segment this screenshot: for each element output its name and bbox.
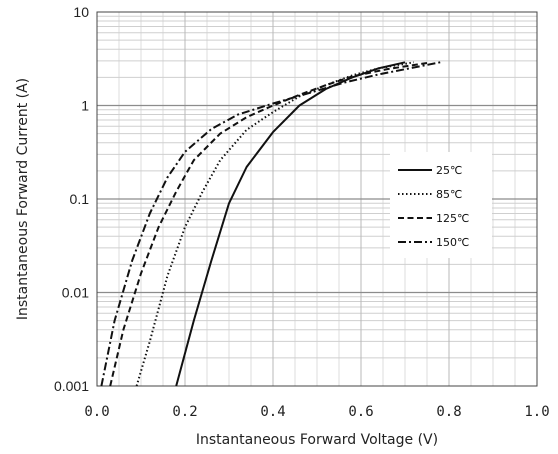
series-line-150C xyxy=(100,61,441,387)
legend: 25℃ 85℃ 125℃ 150℃ xyxy=(390,152,492,258)
x-tick-label: 0.2 xyxy=(172,404,197,420)
legend-label-125C: 125℃ xyxy=(436,212,469,225)
legend-label-85C: 85℃ xyxy=(436,188,462,201)
series-layer xyxy=(100,61,441,387)
plot-area-frame xyxy=(96,11,538,387)
y-tick-labels: 0.001 0.01 0.1 1 10 xyxy=(54,4,89,394)
y-tick-label: 0.01 xyxy=(62,285,89,301)
x-tick-label: 0.4 xyxy=(260,404,285,420)
y-tick-label: 0.001 xyxy=(54,378,89,394)
series-line-125C xyxy=(109,62,428,387)
x-tick-labels: 0.0 0.2 0.4 0.6 0.8 1.0 xyxy=(84,404,549,420)
x-axis-label: Instantaneous Forward Voltage (V) xyxy=(196,432,438,448)
legend-label-150C: 150℃ xyxy=(436,236,469,249)
series-line-85C xyxy=(135,61,414,387)
x-tick-label: 0.6 xyxy=(348,404,373,420)
x-tick-label: 1.0 xyxy=(524,404,549,420)
y-tick-label: 10 xyxy=(73,4,89,20)
y-tick-label: 1 xyxy=(81,98,89,114)
y-axis-label: Instantaneous Forward Current (A) xyxy=(15,78,31,320)
y-tick-label: 0.1 xyxy=(70,191,90,207)
x-tick-label: 0.8 xyxy=(436,404,461,420)
x-tick-label: 0.0 xyxy=(84,404,109,420)
legend-label-25C: 25℃ xyxy=(436,164,462,177)
